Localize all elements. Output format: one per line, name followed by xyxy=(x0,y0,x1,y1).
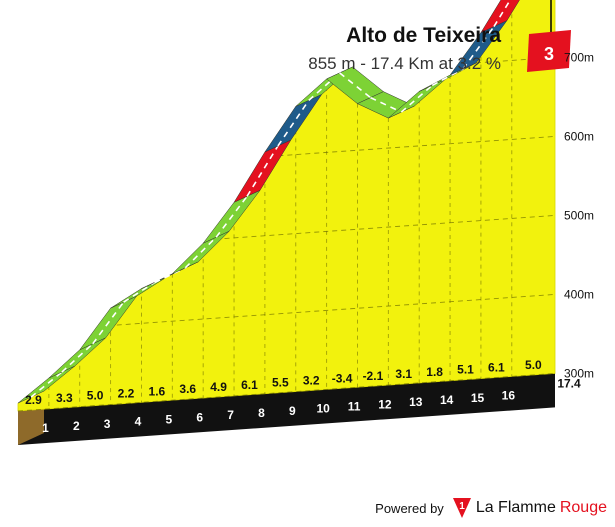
km-tick-label: 9 xyxy=(289,404,296,418)
altitude-tick-label: 600m xyxy=(564,129,594,143)
footer-credit: Powered by 1 La Flamme Rouge xyxy=(375,495,607,521)
gradient-label: -2.1 xyxy=(363,369,384,383)
km-tick-label: 16 xyxy=(502,389,516,403)
road-centerline xyxy=(431,68,464,87)
altitude-tick-label: 500m xyxy=(564,208,594,222)
altitude-tick-label: 700m xyxy=(564,50,594,64)
km-tick-label: 7 xyxy=(227,408,234,422)
km-tick-label: 12 xyxy=(378,397,392,411)
road-centerline xyxy=(370,96,402,113)
km-tick-label: 13 xyxy=(409,395,423,409)
gradient-label: 5.5 xyxy=(272,376,289,390)
powered-by-label: Powered by xyxy=(375,500,444,516)
road-centerline xyxy=(246,145,279,197)
gradient-label: 1.6 xyxy=(149,384,166,398)
gradient-label: 3.1 xyxy=(395,367,412,381)
brand-link[interactable]: 1 La Flamme Rouge xyxy=(452,497,607,519)
logo-digit: 1 xyxy=(459,501,465,512)
km-tick-label: 4 xyxy=(135,415,142,429)
climb-name: Alto de Teixeira xyxy=(346,24,501,47)
km-tick-label: 14 xyxy=(440,393,454,407)
gradient-label: 3.2 xyxy=(303,373,320,387)
gradient-label: 2.2 xyxy=(118,386,135,400)
road-centerline xyxy=(462,26,495,70)
gradient-label: -3.4 xyxy=(332,371,353,385)
road-centerline xyxy=(277,99,310,147)
gradient-label: 5.0 xyxy=(87,389,104,403)
km-tick-label: 11 xyxy=(348,399,361,413)
km-tick-label: 6 xyxy=(196,410,203,424)
gradient-label: 1.8 xyxy=(426,365,443,379)
climb-summary: 855 m - 17.4 Km at 3.2 % xyxy=(308,54,501,73)
road-centerline xyxy=(61,343,94,373)
road-centerline xyxy=(92,301,125,345)
km-tick-label: 15 xyxy=(471,391,485,405)
flame-one-icon: 1 xyxy=(452,498,471,518)
gradient-label: 2.9 xyxy=(25,393,42,407)
gradient-label: 6.1 xyxy=(241,378,258,392)
sky-mask xyxy=(0,0,615,403)
gradient-label: 4.9 xyxy=(210,380,227,394)
km-tick-label: 1 xyxy=(42,421,49,435)
road-centerline xyxy=(30,371,63,398)
km-tick-label: 10 xyxy=(317,402,331,416)
km-band xyxy=(18,373,555,445)
gradient-label: 6.1 xyxy=(488,361,505,375)
gradient-label: 5.1 xyxy=(457,363,474,377)
km-tick-label: 3 xyxy=(104,417,111,431)
km-tick-label: 17.4 xyxy=(557,376,581,390)
altitude-tick-label: 400m xyxy=(564,287,594,301)
category-number: 3 xyxy=(544,44,554,64)
road-centerline xyxy=(400,84,433,113)
km-tick-label: 5 xyxy=(166,412,173,426)
km-tick-label: 8 xyxy=(258,406,265,420)
brand-name-part1: La Flamme xyxy=(475,499,556,516)
gradient-label: 3.3 xyxy=(56,391,73,405)
altitude-tick-label: 300m xyxy=(564,366,594,380)
road-centerline xyxy=(215,195,248,238)
road-centerline xyxy=(184,236,217,269)
gradient-label: 3.6 xyxy=(179,382,196,396)
gradient-label: 5.0 xyxy=(525,358,542,372)
km-tick-label: 2 xyxy=(73,419,80,433)
road-centerline xyxy=(154,267,186,284)
brand-name-part2: Rouge xyxy=(559,499,607,516)
category-flag xyxy=(527,30,571,72)
